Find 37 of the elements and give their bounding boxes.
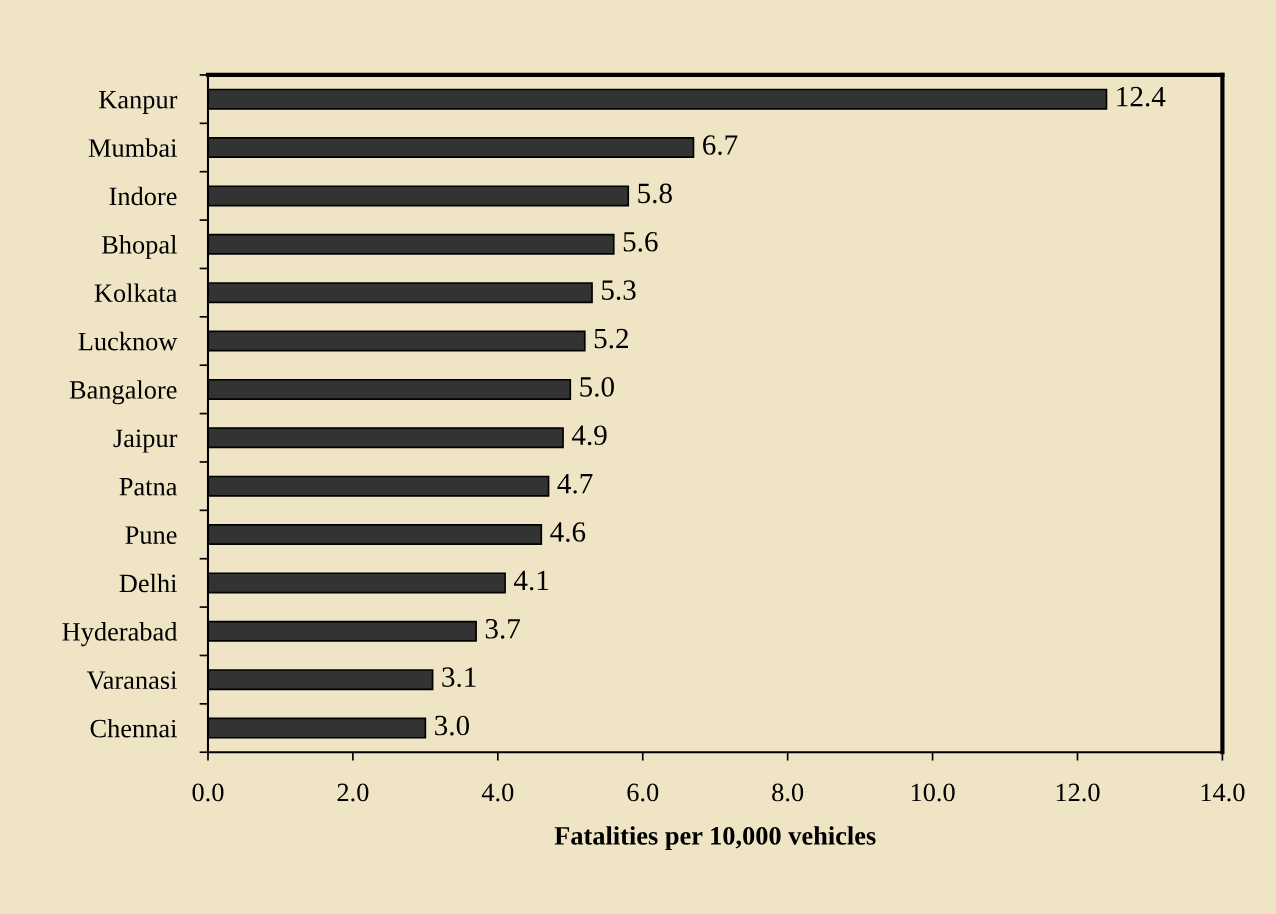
data-label: 5.6 (623, 231, 658, 252)
x-tick-label: 6.0 (627, 783, 659, 802)
y-tick-label: Chennai (90, 718, 177, 738)
x-tick-label: 2.0 (337, 783, 369, 802)
y-tick-label: Pune (125, 526, 177, 544)
x-tick-label: 4.0 (481, 783, 514, 802)
data-label: 5.2 (594, 328, 628, 349)
data-label: 5.8 (638, 183, 672, 204)
y-tick-label: Patna (119, 478, 178, 496)
y-tick-label: Kolkata (94, 283, 178, 303)
data-label: 3.0 (435, 715, 470, 736)
x-tick-label: 12.0 (1056, 783, 1100, 802)
data-label: 12.4 (1117, 86, 1166, 107)
y-tick-label: Jaipur (113, 429, 178, 453)
x-tick-label: 10.0 (911, 783, 955, 802)
x-tick-label: 14.0 (1201, 783, 1245, 802)
y-tick-label: Bhopal (101, 235, 177, 260)
y-tick-label: Lucknow (78, 331, 178, 351)
data-label: 5.3 (602, 280, 636, 301)
x-axis-title: Fatalities per 10,000 vehicles (554, 826, 876, 851)
x-tick-label: 8.0 (772, 783, 804, 802)
y-tick-label: Indore (109, 186, 177, 206)
data-label: 3.1 (442, 667, 476, 688)
data-label: 4.6 (550, 522, 586, 542)
y-tick-label: Bangalore (69, 380, 177, 405)
data-label: 6.7 (703, 135, 738, 155)
x-tick-label: 0.0 (192, 783, 224, 802)
y-tick-label: Kanpur (99, 91, 178, 114)
y-tick-label: Delhi (119, 573, 177, 593)
y-tick-label: Hyderabad (62, 622, 178, 647)
y-tick-label: Varanasi (86, 671, 177, 690)
data-label: 5.0 (580, 377, 614, 397)
data-label: 4.7 (557, 473, 593, 494)
data-label: 4.1 (513, 570, 549, 591)
data-label: 3.7 (485, 618, 521, 639)
data-label: 4.9 (571, 425, 607, 446)
y-tick-label: Mumbai (88, 138, 177, 157)
